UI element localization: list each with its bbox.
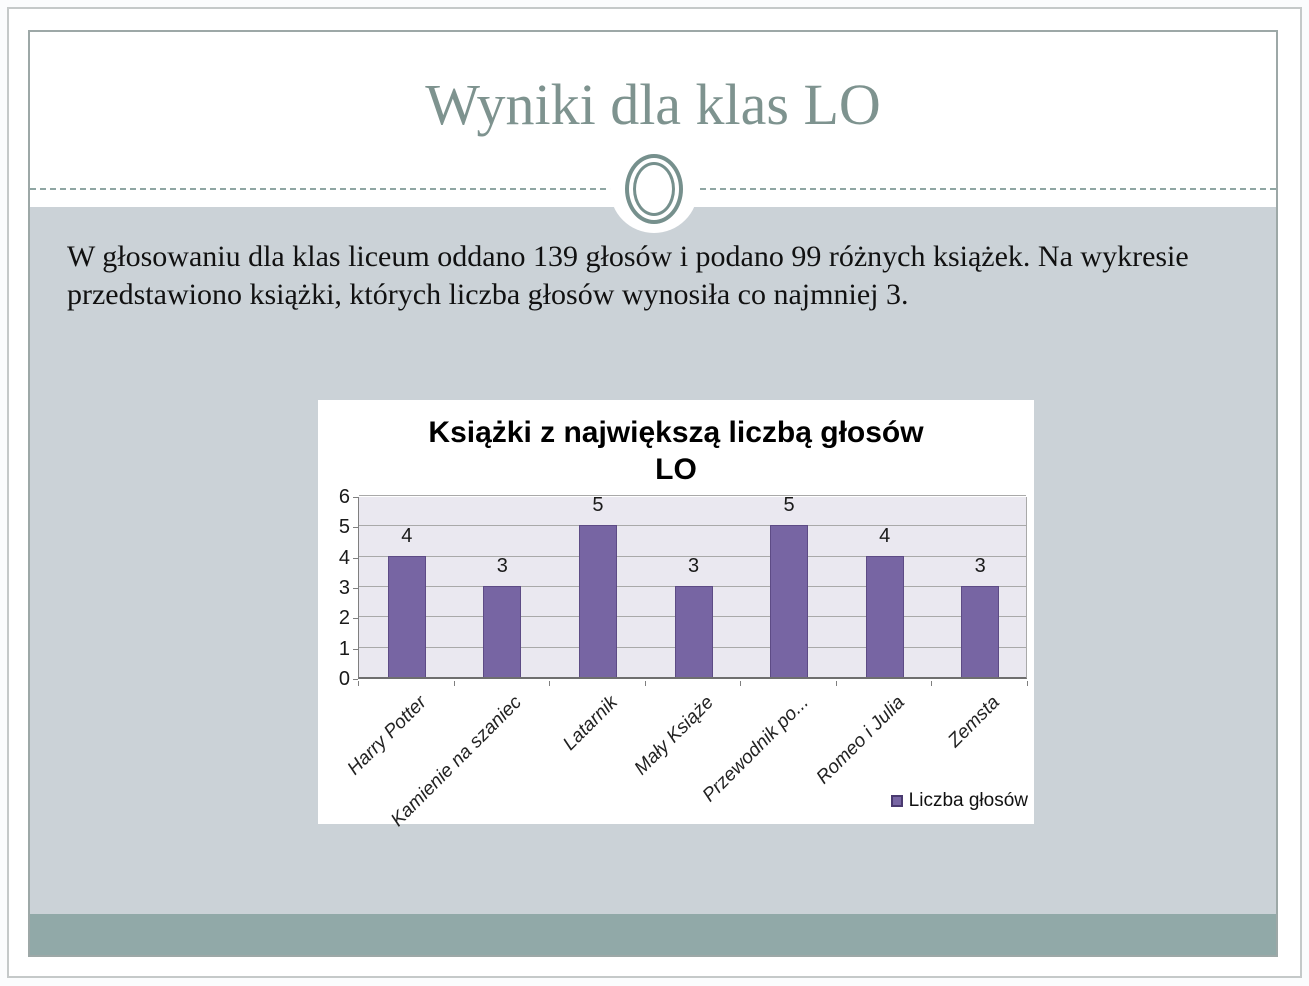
x-category-label: Romeo i Julia [812,692,909,789]
chart-bar [961,586,1000,677]
chart-plot: 4 3 5 3 5 4 3 [358,494,1027,679]
y-tick-mark [353,648,358,650]
gridline [359,495,1026,496]
bar-value-label: 4 [401,524,413,547]
bar-value-label: 4 [879,524,891,547]
y-axis-tick-label: 1 [338,637,350,660]
y-axis-tick-label: 2 [338,607,350,630]
y-axis-tick-label: 6 [338,486,350,508]
x-tick-mark [358,681,359,686]
circle-ornament-outer-ring-icon [625,154,683,224]
x-tick-mark [740,681,742,686]
bar-value-label: 3 [974,555,986,577]
x-tick-mark [1027,681,1028,686]
y-tick-mark [353,527,358,529]
x-tick-mark [931,681,933,686]
chart-title: Książki z największą liczbą głosów LO [318,414,1034,488]
y-axis-tick-label: 0 [338,668,350,690]
y-tick-mark [353,588,358,589]
chart-title-line2: LO [655,453,697,486]
chart-title-line1: Książki z największą liczbą głosów [428,416,924,449]
x-category-label: Zemsta [944,692,1005,752]
y-axis-tick-label: 4 [338,546,350,569]
bar-value-label: 3 [496,555,508,577]
bar-value-label: 3 [687,555,700,577]
gridline [359,555,1026,557]
x-category-label: Harry Potter [343,692,431,780]
gridline [359,525,1026,527]
y-axis-tick-label: 5 [338,516,350,539]
chart-bar [578,525,617,677]
chart-bar [865,555,904,677]
body-text: W głosowaniu dla klas liceum oddano 139 … [67,240,1189,311]
chart-legend: Liczba głosów [890,790,1028,812]
legend-swatch-icon [890,795,903,807]
y-tick-mark [353,679,358,680]
x-tick-mark [644,681,646,686]
chart-bar [770,525,809,677]
y-tick-mark [353,497,358,498]
y-tick-mark [353,618,358,620]
circle-ornament-inner-ring-icon [633,162,675,216]
chart-bar [674,586,713,677]
legend-label: Liczba głosów [908,790,1028,811]
chart-bar [483,586,522,677]
footer-band [30,914,1276,955]
x-tick-mark [453,681,455,686]
chart-bar [387,555,426,677]
chart-image: Książki z największą liczbą głosów LO 4 3… [318,400,1034,831]
x-category-label: Latarnik [559,692,622,755]
y-tick-mark [353,557,358,559]
slide-frame: Wyniki dla klas LO W głosowaniu dla klas… [28,30,1278,957]
slide-title: Wyniki dla klas LO [425,72,881,137]
x-tick-mark [835,681,837,686]
bar-value-label: 5 [783,494,795,517]
x-category-label: Mały Książe [630,692,718,780]
y-axis-tick-label: 3 [338,577,350,599]
x-tick-mark [549,681,551,686]
bar-value-label: 5 [592,494,604,517]
